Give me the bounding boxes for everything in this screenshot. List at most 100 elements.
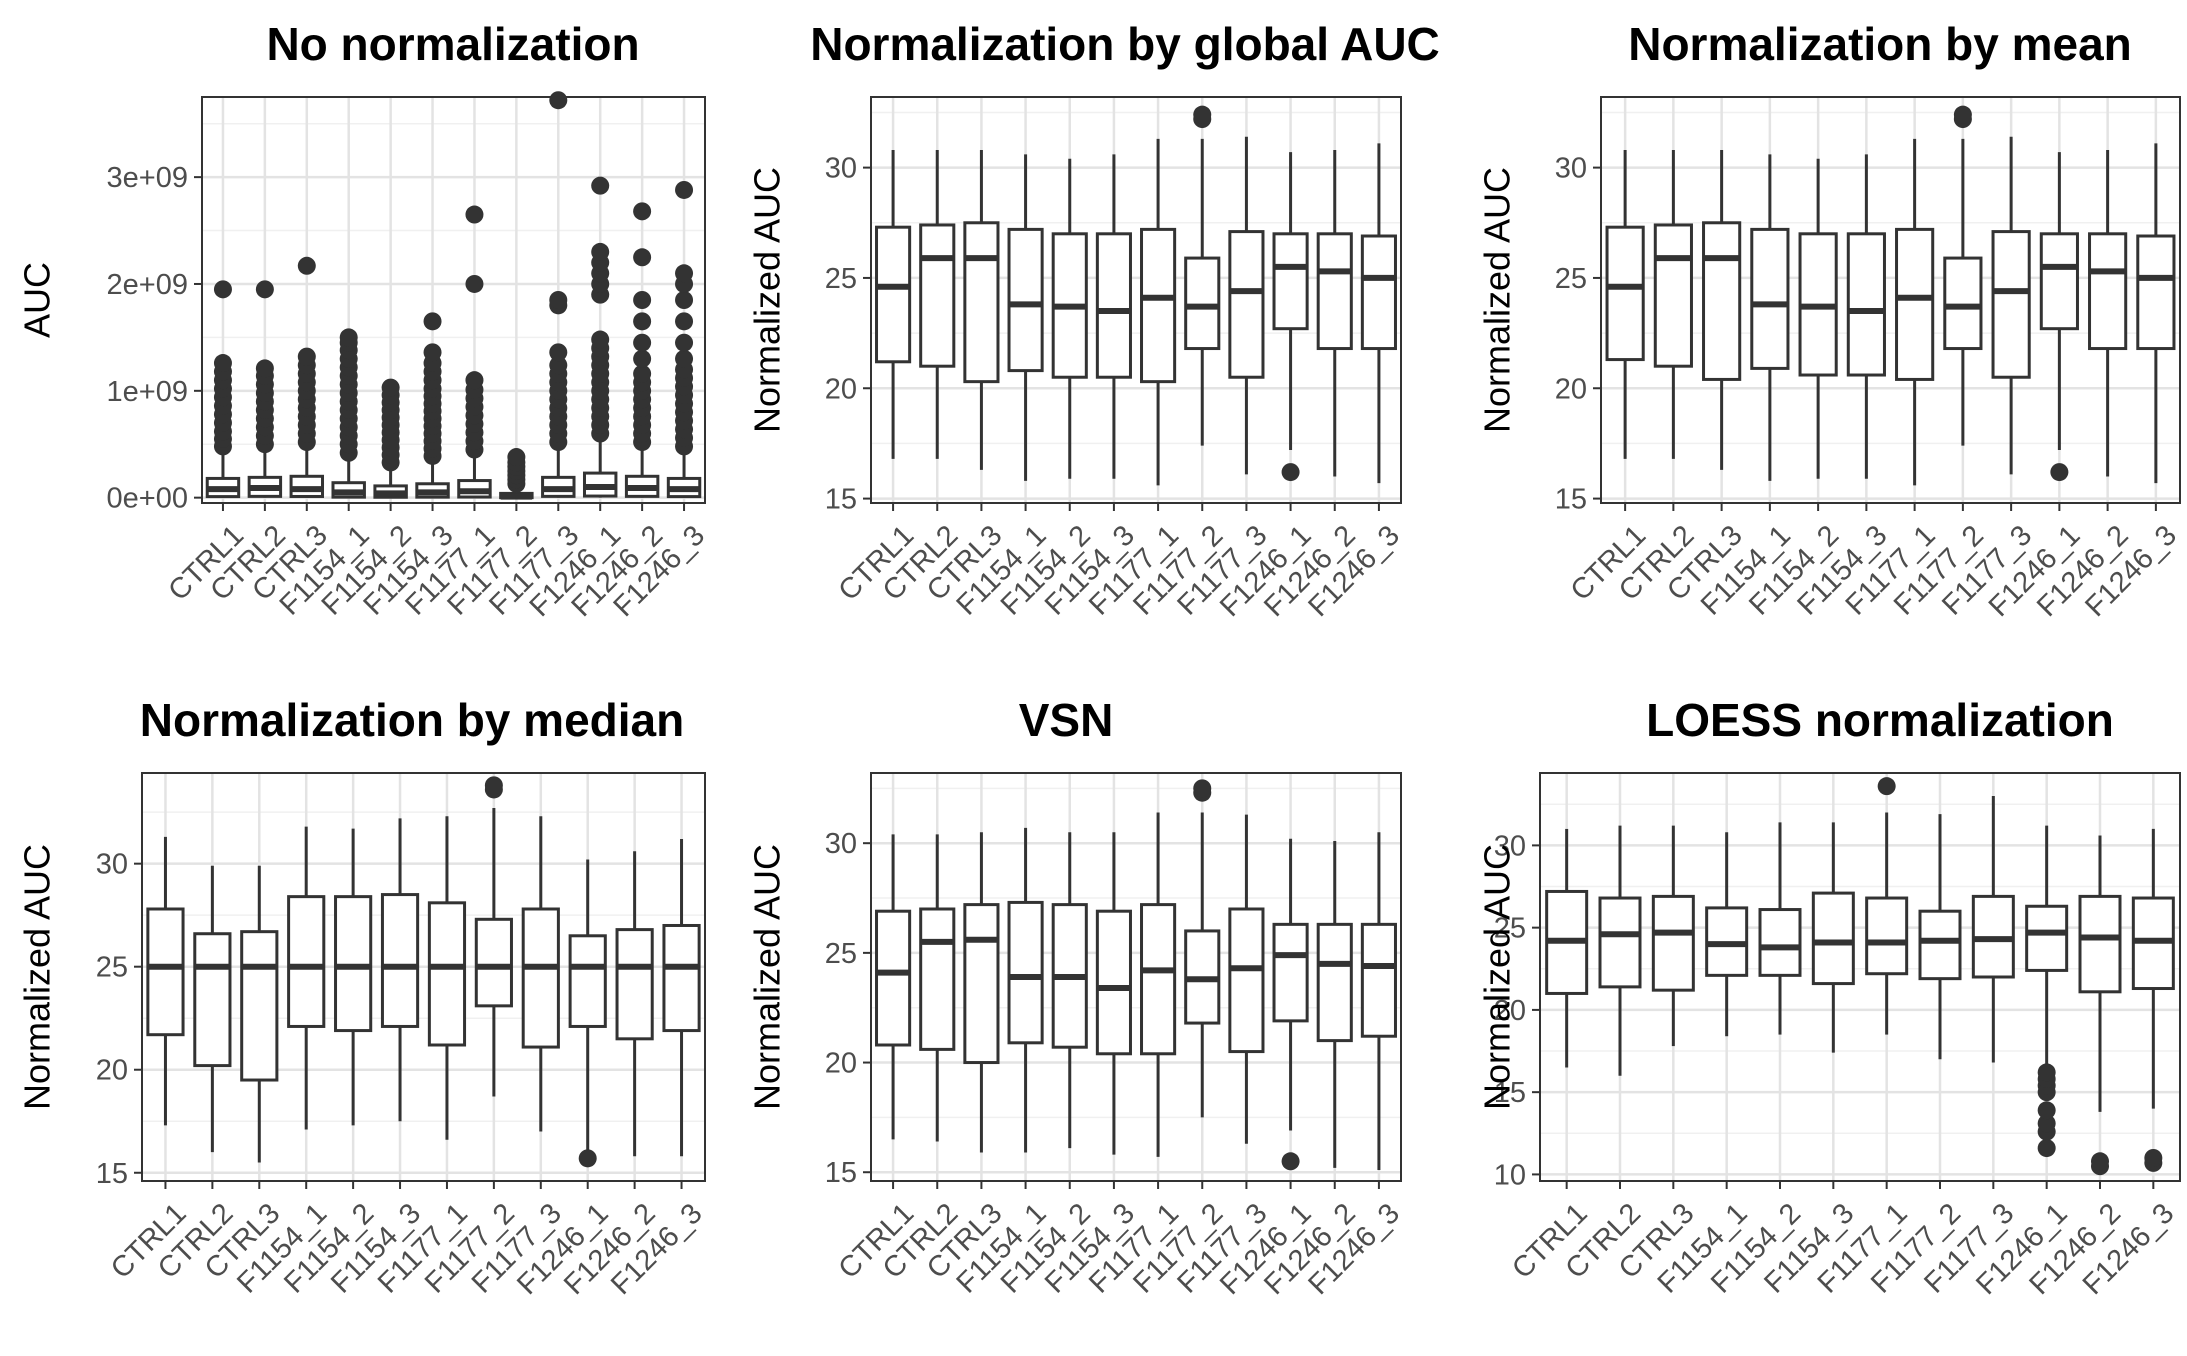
- y-tick-label: 25: [1494, 913, 1526, 945]
- box-iqr: [1811, 891, 1855, 986]
- y-tick-label: 30: [825, 828, 857, 860]
- box-F1246_3: [1360, 832, 1397, 1171]
- box-F1246_2: [2088, 149, 2128, 477]
- box-iqr: [568, 934, 607, 1028]
- panel-title: Normalization by median: [140, 694, 684, 746]
- box-CTRL3: [963, 149, 1000, 470]
- panel-title: LOESS normalization: [1646, 694, 2114, 746]
- box-iqr: [240, 930, 279, 1082]
- box-F1246_1: [1272, 152, 1309, 482]
- panel-3: 15202530CTRL1CTRL2CTRL3F1154_1F1154_2F11…: [1477, 18, 2183, 623]
- box-iqr: [615, 928, 654, 1041]
- outlier-point: [591, 330, 610, 349]
- outlier-point: [633, 333, 652, 352]
- box-F1177_2: [499, 448, 534, 500]
- box-iqr: [1846, 232, 1886, 377]
- box-CTRL1: [875, 834, 912, 1140]
- outlier-point: [484, 776, 503, 795]
- box-iqr: [2025, 904, 2069, 972]
- y-tick-label: 0e+00: [107, 483, 188, 515]
- box-F1154_1: [1007, 827, 1044, 1153]
- box-F1177_1: [427, 816, 467, 1140]
- panel-background: [871, 773, 1401, 1181]
- panel-title: No normalization: [266, 18, 639, 70]
- outlier-point: [675, 264, 694, 283]
- box-F1154_3: [1811, 822, 1855, 1053]
- box-F1177_1: [1895, 138, 1935, 486]
- box-F1177_1: [457, 205, 492, 499]
- box-iqr: [334, 895, 373, 1033]
- box-CTRL3: [240, 865, 279, 1163]
- box-iqr: [1865, 896, 1909, 976]
- outlier-point: [633, 312, 652, 331]
- panel-border: [1600, 96, 2181, 504]
- outlier-point: [2037, 1139, 2056, 1158]
- box-iqr: [963, 903, 1000, 1065]
- y-tick-label: 30: [1494, 830, 1526, 862]
- y-tick-label: 30: [825, 153, 857, 185]
- y-tick-label: 15: [825, 484, 857, 516]
- outlier-point: [465, 205, 484, 224]
- outlier-point: [339, 328, 358, 347]
- box-iqr: [1651, 894, 1695, 992]
- outlier-point: [549, 356, 568, 375]
- outlier-point: [423, 343, 442, 362]
- box-iqr: [1007, 900, 1044, 1045]
- box-F1246_1: [568, 859, 607, 1168]
- outlier-point: [2037, 1114, 2056, 1133]
- y-tick-label: 30: [96, 849, 128, 881]
- box-iqr: [1918, 909, 1962, 981]
- box-iqr: [1991, 230, 2031, 379]
- box-iqr: [1750, 227, 1790, 370]
- y-axis-label: Normalized AUC: [1477, 844, 1518, 1110]
- box-CTRL2: [919, 149, 956, 459]
- box-iqr: [2136, 234, 2176, 351]
- box-iqr: [1095, 232, 1132, 379]
- panel-2: 15202530CTRL1CTRL2CTRL3F1154_1F1154_2F11…: [747, 18, 1440, 623]
- box-F1177_3: [1991, 136, 2031, 475]
- outlier-point: [591, 242, 610, 261]
- panel-border: [141, 772, 706, 1182]
- box-iqr: [919, 907, 956, 1051]
- outlier-point: [675, 349, 694, 368]
- outlier-point: [213, 354, 232, 373]
- y-tick-label: 15: [96, 1158, 128, 1190]
- outlier-point: [507, 448, 526, 467]
- panel-border: [201, 96, 706, 504]
- outlier-point: [465, 274, 484, 293]
- panel-6: 1015202530CTRL1CTRL2CTRL3F1154_1F1154_2F…: [1477, 694, 2181, 1301]
- box-CTRL3: [289, 256, 325, 498]
- outlier-point: [1953, 105, 1972, 124]
- box-iqr: [2078, 894, 2122, 994]
- panel-border: [1539, 772, 2181, 1182]
- outlier-point: [2144, 1148, 2163, 1167]
- box-F1154_3: [1095, 832, 1132, 1155]
- box-iqr: [1360, 234, 1397, 351]
- y-tick-label: 20: [96, 1055, 128, 1087]
- box-F1154_3: [415, 312, 450, 499]
- y-tick-label: 2e+09: [107, 269, 188, 301]
- box-iqr: [1605, 225, 1645, 362]
- box-iqr: [875, 225, 912, 364]
- box-iqr: [427, 901, 467, 1047]
- panel-1: 0e+001e+092e+093e+09CTRL1CTRL2CTRL3F1154…: [17, 18, 712, 623]
- box-F1177_2: [1943, 105, 1983, 446]
- outlier-point: [549, 291, 568, 309]
- panel-background: [1601, 97, 2180, 503]
- box-iqr: [919, 223, 956, 368]
- panel-background: [871, 97, 1401, 503]
- box-iqr: [1228, 907, 1265, 1054]
- box-CTRL3: [1702, 149, 1742, 470]
- box-F1246_2: [615, 851, 654, 1157]
- box-CTRL2: [193, 865, 232, 1153]
- y-tick-label: 20: [1494, 995, 1526, 1027]
- y-axis-label: AUC: [17, 262, 58, 338]
- y-axis-label: Normalized AUC: [17, 844, 58, 1110]
- box-CTRL1: [205, 280, 241, 499]
- box-F1154_3: [1095, 154, 1132, 479]
- box-iqr: [2088, 232, 2128, 351]
- box-iqr: [287, 895, 326, 1028]
- box-F1177_3: [1228, 136, 1265, 475]
- y-axis-label: Normalized AUC: [1477, 167, 1518, 433]
